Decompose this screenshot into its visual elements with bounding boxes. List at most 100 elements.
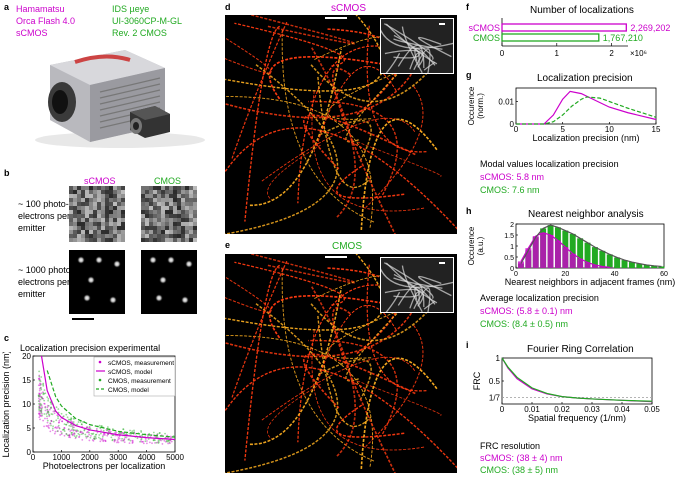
scmos-histogram-bar xyxy=(547,235,554,268)
x-tick-label: 2000 xyxy=(81,453,99,462)
scmos-measurement-point xyxy=(38,398,41,401)
scmos-measurement-point xyxy=(58,426,61,429)
cmos-measurement-point xyxy=(113,438,116,441)
cmos-measurement-point xyxy=(39,380,42,383)
cmos-measurement-point xyxy=(57,415,59,418)
cmos-measurement-point xyxy=(41,414,43,417)
scmos-measurement-point xyxy=(68,434,71,437)
scmos-measurement-point xyxy=(38,393,41,396)
cmos-measurement-point xyxy=(78,433,81,436)
cmos-measurement-point xyxy=(40,376,43,378)
chart-c-title: Localization precision experimental xyxy=(20,343,161,353)
cmos-measurement-point xyxy=(93,435,96,438)
chart-i-title: Fourier Ring Correlation xyxy=(527,344,634,355)
cmos-measurement-point xyxy=(50,403,53,405)
scmos-measurement-point xyxy=(156,441,159,444)
x-tick-label: 15 xyxy=(652,125,661,134)
cmos-measurement-point xyxy=(95,437,98,440)
scmos-histogram-bar xyxy=(525,248,532,268)
scmos-measurement-point xyxy=(90,434,92,437)
scmos-measurement-point xyxy=(116,441,118,444)
panel-b-row1-line3: emitter xyxy=(18,223,46,233)
y-axis-label-unit: (a.u.) xyxy=(476,236,485,255)
cmos-measurement-point xyxy=(52,425,54,428)
cmos-measurement-point xyxy=(71,426,74,429)
scmos-measurement-point xyxy=(114,439,117,441)
cmos-measurement-point xyxy=(152,439,155,442)
cmos-measurement-point xyxy=(70,423,72,426)
x-tick-label: 0.05 xyxy=(644,405,660,414)
scmos-measurement-point xyxy=(101,437,104,440)
cmos-measurement-point xyxy=(57,417,59,420)
scale-bar-e xyxy=(325,256,347,258)
cmos-measurement-point xyxy=(144,440,147,443)
cmos-measurement-point xyxy=(165,439,168,442)
scmos-measurement-point xyxy=(38,404,41,407)
scmos-measurement-point xyxy=(39,383,42,385)
cmos-measurement-point xyxy=(37,395,40,397)
cmos-measurement-point xyxy=(70,418,72,421)
cmos-measurement-point xyxy=(56,430,59,433)
scmos-measurement-point xyxy=(46,412,49,414)
cmos-measurement-point xyxy=(148,432,151,435)
cmos-measurement-point xyxy=(71,431,73,434)
cmos-histogram-bar xyxy=(569,233,576,268)
scmos-measurement-point xyxy=(63,434,66,437)
cmos-measurement-point xyxy=(98,424,101,427)
cmos-measurement-point xyxy=(57,408,60,410)
scmos-measurement-point xyxy=(102,439,105,442)
scmos-measurement-point xyxy=(116,439,119,442)
chart-h-title: Nearest neighbor analysis xyxy=(528,209,644,220)
cmos-measurement-point xyxy=(41,397,44,400)
cmos-measurement-point xyxy=(99,426,101,429)
scmos-measurement-point xyxy=(100,438,103,441)
cmos-measurement-point xyxy=(69,418,72,421)
cmos-measurement-point xyxy=(139,440,141,443)
scmos-measurement-point xyxy=(57,426,59,428)
scmos-measurement-point xyxy=(103,434,106,436)
cmos-measurement-point xyxy=(41,396,43,399)
x-axis-label: Spatial frequency (1/nm) xyxy=(528,413,626,423)
cmos-measurement-point xyxy=(82,432,85,435)
scmos-measurement-point xyxy=(104,440,107,442)
scmos-measurement-point xyxy=(52,410,55,413)
y-tick-label: 10 xyxy=(22,400,31,409)
cmos-measurement-point xyxy=(47,398,50,400)
scmos-measurement-point xyxy=(79,431,82,433)
cmos-measurement-point xyxy=(50,424,52,427)
scmos-measurement-point xyxy=(114,434,117,437)
scmos-measurement-point xyxy=(146,442,148,445)
scmos-measurement-point xyxy=(146,440,148,442)
scmos-measurement-point xyxy=(63,426,66,429)
scmos-measurement-point xyxy=(38,397,40,400)
panel-label-f: f xyxy=(466,2,469,12)
inset-widefield-cmos xyxy=(380,257,454,313)
panel-b-col-cmos: CMOS xyxy=(154,176,181,186)
cmos-measurement-point xyxy=(61,428,64,431)
cmos-measurement-point xyxy=(122,428,125,431)
scmos-measurement-point xyxy=(73,432,75,435)
scmos-measurement-point xyxy=(50,420,53,422)
cmos-measurement-point xyxy=(120,432,122,435)
cmos-measurement-point xyxy=(38,407,41,410)
scmos-measurement-point xyxy=(93,437,96,440)
scmos-measurement-point xyxy=(54,426,56,429)
cmos-histogram-bar xyxy=(643,264,650,268)
cmos-histogram-bar xyxy=(651,265,658,268)
scmos-measurement-point xyxy=(50,407,52,409)
scmos-measurement-point xyxy=(60,433,63,436)
panel-h-summary-cmos: CMOS: (8.4 ± 0.5) nm xyxy=(480,319,568,329)
legend-box xyxy=(93,356,176,397)
scmos-measurement-point xyxy=(61,420,64,423)
panel-g-summary: Modal values localization precision sCMO… xyxy=(480,158,619,197)
scmos-measurement-point xyxy=(70,420,73,423)
cmos-measurement-point xyxy=(76,423,79,426)
noise-image-cmos-100 xyxy=(141,186,197,242)
x-tick-label: 0.04 xyxy=(614,405,630,414)
plot-frame xyxy=(515,87,657,125)
scmos-histogram-bar xyxy=(540,232,547,268)
cmos-measurement-point xyxy=(47,413,50,416)
cmos-measurement-point xyxy=(60,432,63,435)
scmos-measurement-point xyxy=(119,431,122,434)
cmos-measurement-point xyxy=(37,395,40,398)
